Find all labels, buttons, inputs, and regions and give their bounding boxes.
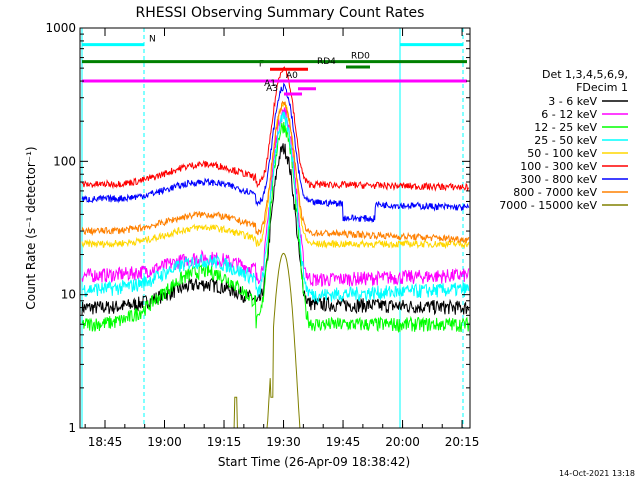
flag-label-rd4: RD4 xyxy=(317,57,336,67)
x-tick-label-6: 20:00 xyxy=(385,435,420,449)
series-line-3 xyxy=(81,121,470,334)
series-line-4 xyxy=(81,110,470,305)
chart-title: RHESSI Observing Summary Count Rates xyxy=(136,5,425,21)
y-tick-label-3: 100 xyxy=(53,154,76,168)
legend-label-6: 100 - 300 keV xyxy=(520,160,597,173)
y-axis: 1 10 100 1000 xyxy=(45,21,470,435)
legend-label-9: 7000 - 15000 keV xyxy=(499,199,597,212)
x-tick-label-7: 20:15 xyxy=(445,435,480,449)
series-line-7 xyxy=(81,82,470,224)
series-layer xyxy=(81,66,470,429)
timestamp: 14-Oct-2021 13:18 xyxy=(559,469,635,478)
legend-label-8: 800 - 7000 keV xyxy=(513,186,597,199)
y-tick-label-1: 1 xyxy=(68,421,76,435)
flag-label-f: F xyxy=(259,59,264,69)
legend-label-5: 50 - 100 keV xyxy=(527,147,597,160)
series-line-8 xyxy=(81,100,470,244)
x-tick-label-1: 18:45 xyxy=(88,435,123,449)
x-axis-label: Start Time (26-Apr-09 18:38:42) xyxy=(218,455,410,469)
legend-label-7: 300 - 800 keV xyxy=(520,173,597,186)
x-axis: 18:45 19:00 19:15 19:30 19:45 20:00 20:15 xyxy=(84,28,480,449)
legend-label-4: 25 - 50 keV xyxy=(534,134,597,147)
flag-label-a3: A3 xyxy=(266,84,278,94)
x-tick-label-5: 19:45 xyxy=(326,435,361,449)
flag-label-rd0: RD0 xyxy=(351,52,370,62)
series-line-1 xyxy=(81,143,470,316)
y-tick-label-4: 1000 xyxy=(45,21,76,35)
x-tick-label-3: 19:15 xyxy=(207,435,242,449)
legend-label-1: 3 - 6 keV xyxy=(548,95,597,108)
plot-frame xyxy=(79,27,471,429)
y-axis-label: Count Rate (s⁻¹ detector⁻¹) xyxy=(24,146,38,309)
legend-header-line-2: FDecim 1 xyxy=(576,81,628,94)
flag-label-a0: A0 xyxy=(286,71,298,81)
series-line-2 xyxy=(81,107,470,287)
series-line-6 xyxy=(81,66,470,192)
legend-label-2: 6 - 12 keV xyxy=(541,108,597,121)
legend-label-3: 12 - 25 keV xyxy=(534,121,597,134)
x-tick-label-4: 19:30 xyxy=(266,435,301,449)
flag-label-a1: A1 xyxy=(264,79,276,89)
flag-label-n: N xyxy=(149,35,156,45)
legend-header-line-1: Det 1,3,4,5,6,9, xyxy=(542,68,628,81)
x-tick-label-2: 19:00 xyxy=(147,435,182,449)
y-tick-label-2: 10 xyxy=(61,288,76,302)
